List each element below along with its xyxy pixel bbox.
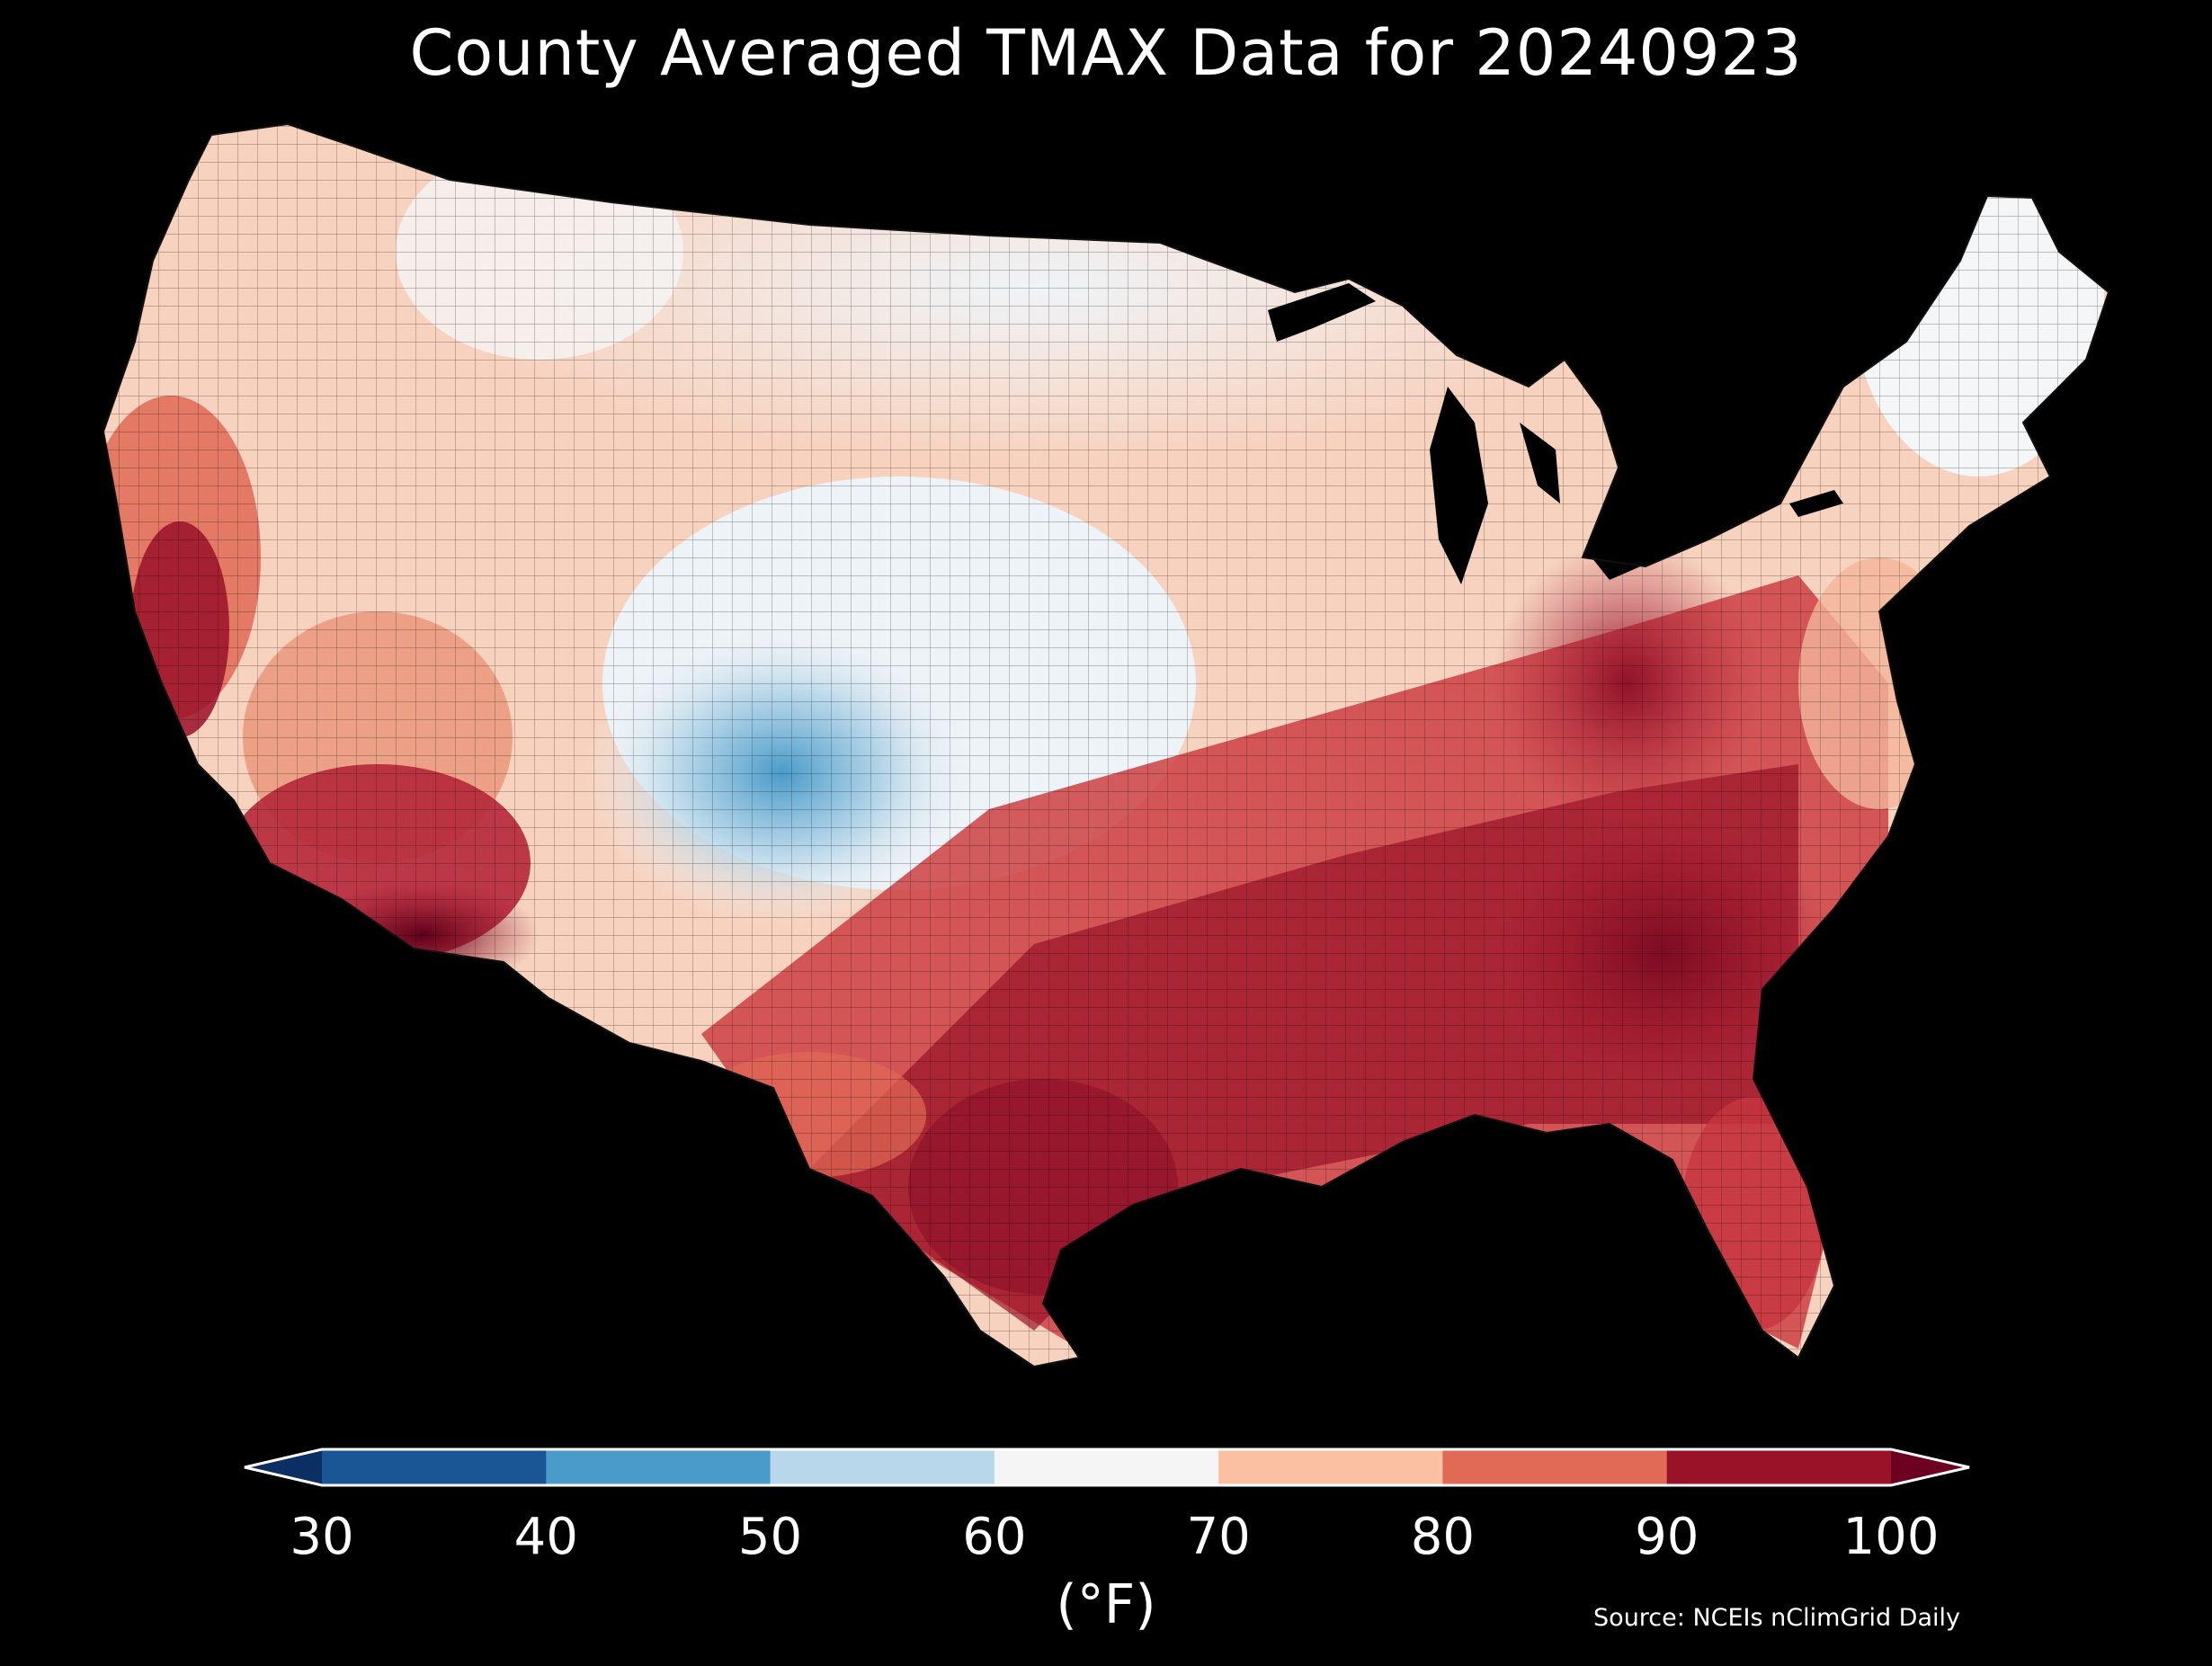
colorbar-unit-label: (°F) — [1056, 1573, 1156, 1636]
colorbar-bin-50-60 — [770, 1449, 995, 1485]
colorbar-tick-30: 30 — [290, 1508, 354, 1566]
colorbar-tick-80: 80 — [1410, 1508, 1476, 1566]
colorbar-bin-80-90 — [1442, 1449, 1668, 1485]
colorbar-bin-40-50 — [546, 1449, 772, 1485]
colorbar-tick-70: 70 — [1186, 1508, 1251, 1566]
colorbar-bin-60-70 — [994, 1449, 1219, 1485]
colorbar-tick-90: 90 — [1635, 1508, 1699, 1566]
colorbar-under-extension — [245, 1449, 322, 1485]
colorbar-tick-50: 50 — [737, 1508, 803, 1566]
source-note: Source: NCEIs nClimGrid Daily — [1593, 1604, 1960, 1632]
colorbar-tick-60: 60 — [962, 1508, 1027, 1566]
colorbar-tick-100: 100 — [1842, 1508, 1940, 1566]
colorbar-bin-70-80 — [1218, 1449, 1443, 1485]
colorbar-bin-90-100 — [1666, 1449, 1892, 1485]
colorbar-bin-30-40 — [322, 1449, 547, 1485]
choropleth-map — [102, 122, 2110, 1368]
colorbar-tick-40: 40 — [513, 1508, 578, 1566]
colorbar-over-extension — [1891, 1449, 1969, 1485]
map-title: County Averaged TMAX Data for 20240923 — [409, 16, 1803, 90]
